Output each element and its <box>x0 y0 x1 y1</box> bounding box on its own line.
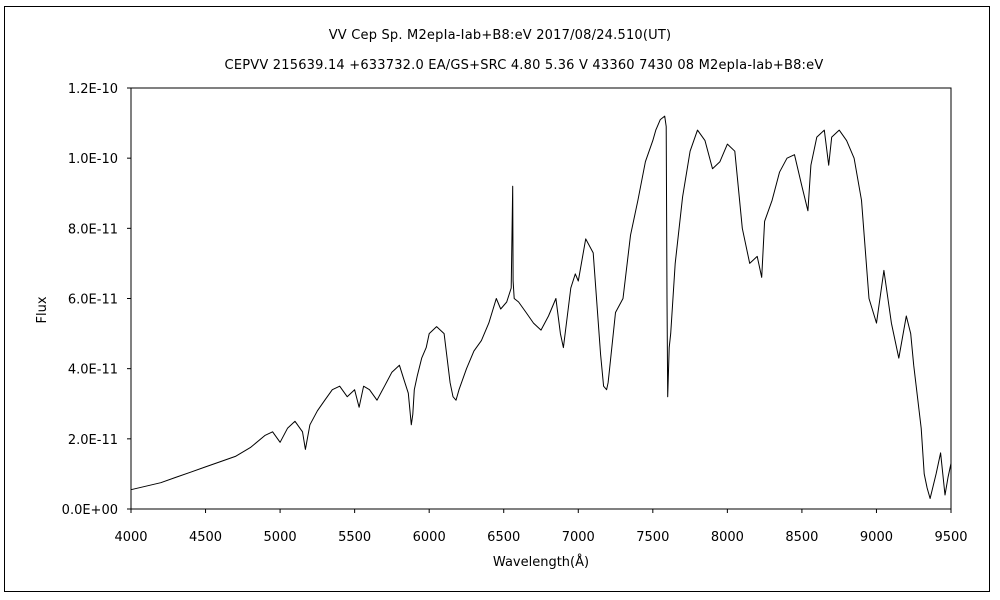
y-tick-label: 6.0E-11 <box>68 293 118 308</box>
chart-subtitle: CEPVV 215639.14 +633732.0 EA/GS+SRC 4.80… <box>224 58 824 73</box>
x-tick-label: 5500 <box>338 530 371 545</box>
x-tick-label: 7000 <box>562 530 595 545</box>
x-tick-label: 5000 <box>264 530 297 545</box>
chart-frame <box>4 6 990 592</box>
y-axis: 0.0E+00 2.0E-11 4.0E-11 6.0E-11 8.0E-11 1.0E-… <box>62 82 131 518</box>
y-axis-label: Flux <box>35 296 50 323</box>
x-tick-label: 7500 <box>636 530 669 545</box>
x-axis: 4000 4500 5000 5500 6000 6500 7000 7500 8000 8500… <box>114 509 968 545</box>
chart-title: VV Cep Sp. M2epIa-Iab+B8:eV 2017/08/24.5… <box>328 28 672 43</box>
x-tick-label: 9500 <box>934 530 967 545</box>
y-tick-label: 4.0E-11 <box>68 363 118 378</box>
x-tick-label: 6000 <box>413 530 446 545</box>
series-group <box>130 115 952 499</box>
x-tick-label: 8000 <box>711 530 744 545</box>
y-tick-label: 2.0E-11 <box>68 433 118 448</box>
plot-area <box>130 87 952 510</box>
x-axis-label: Wavelength(Å) <box>493 554 589 570</box>
x-tick-label: 6500 <box>487 530 520 545</box>
x-tick-label: 8500 <box>785 530 818 545</box>
y-tick-label: 8.0E-11 <box>68 222 118 237</box>
x-tick-label: 4500 <box>189 530 222 545</box>
y-tick-label: 0.0E+00 <box>62 503 118 518</box>
spectrum-line <box>130 115 952 499</box>
y-tick-label: 1.2E-10 <box>68 82 118 97</box>
x-tick-label: 9000 <box>860 530 893 545</box>
y-tick-label: 1.0E-10 <box>68 152 118 167</box>
x-tick-label: 4000 <box>114 530 147 545</box>
